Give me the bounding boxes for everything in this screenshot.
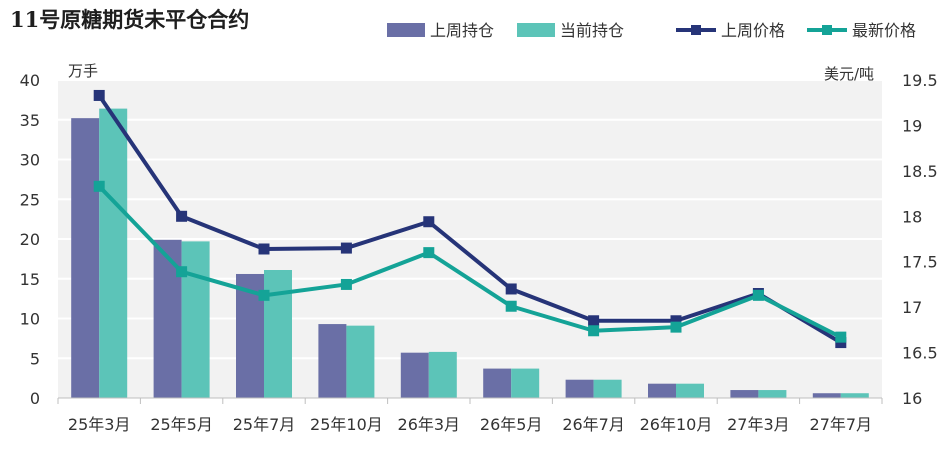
- right-axis-unit: 美元/吨: [824, 65, 874, 83]
- y-right-tick-label: 18.5: [902, 162, 938, 181]
- line-point: [752, 289, 764, 301]
- line-point: [505, 283, 517, 295]
- series-line: [97, 184, 843, 340]
- legend-marker: [691, 25, 701, 35]
- bar: [346, 325, 375, 398]
- legend-label: 最新价格: [852, 21, 916, 40]
- line-point: [258, 289, 270, 301]
- line-point: [505, 300, 517, 312]
- x-tick-label: 25年5月: [150, 415, 213, 434]
- line-point: [423, 247, 435, 259]
- line-point: [93, 180, 105, 192]
- legend-swatch: [517, 23, 555, 37]
- bar: [153, 239, 182, 398]
- line-point: [835, 331, 847, 343]
- x-tick-label: 26年3月: [398, 415, 461, 434]
- bar: [593, 379, 622, 398]
- bar: [181, 241, 210, 398]
- bar: [730, 390, 759, 398]
- bar: [758, 390, 787, 398]
- x-tick-label: 26年5月: [480, 415, 543, 434]
- legend-label: 当前持仓: [560, 21, 624, 40]
- bar: [511, 368, 540, 398]
- bar: [318, 324, 347, 398]
- line-point: [258, 243, 270, 255]
- legend-marker: [822, 25, 832, 35]
- chart-title: 11号原糖期货未平仓合约: [10, 7, 249, 32]
- y-left-tick-label: 20: [20, 230, 40, 249]
- y-left-tick-label: 15: [20, 270, 40, 289]
- y-left-tick-label: 10: [20, 310, 40, 329]
- bar: [812, 393, 841, 398]
- bar: [428, 351, 457, 398]
- line-point: [588, 325, 600, 337]
- bar: [99, 108, 128, 399]
- x-tick-label: 26年10月: [640, 415, 713, 434]
- line-point: [340, 278, 352, 290]
- lines-layer: [93, 89, 847, 349]
- legend-label: 上周价格: [721, 21, 785, 40]
- bar: [676, 383, 704, 398]
- axes-layer: 0 5 10 15 20 25 30 35 40 16 16.5 17 17.5 18 18.5 19 19.5…: [20, 71, 938, 434]
- y-left-tick-label: 30: [20, 151, 40, 170]
- line-point: [423, 216, 435, 228]
- bar: [565, 379, 594, 398]
- line-point: [176, 266, 188, 278]
- bar: [648, 383, 676, 398]
- y-right-tick-label: 19: [902, 116, 922, 135]
- line-point: [176, 210, 188, 222]
- line-point: [588, 315, 600, 327]
- legend-label: 上周持仓: [430, 21, 494, 40]
- y-left-tick-label: 0: [30, 389, 40, 408]
- line-point: [670, 321, 682, 333]
- bars-layer: [71, 108, 869, 399]
- bar: [483, 368, 512, 398]
- x-tick-label: 27年7月: [810, 415, 873, 434]
- y-right-tick-label: 17.5: [902, 253, 938, 272]
- x-tick-label: 25年7月: [233, 415, 296, 434]
- y-left-tick-label: 40: [20, 71, 40, 90]
- left-axis-unit: 万手: [68, 62, 98, 80]
- y-right-tick-label: 18: [902, 207, 922, 226]
- line-point: [340, 242, 352, 254]
- bar: [264, 270, 292, 398]
- y-left-tick-label: 5: [30, 349, 40, 368]
- line-point: [93, 89, 105, 101]
- y-left-tick-label: 25: [20, 190, 40, 209]
- bar: [400, 352, 429, 398]
- y-right-tick-label: 17: [902, 298, 922, 317]
- y-right-tick-label: 16: [902, 389, 922, 408]
- legend: 上周持仓 当前持仓 上周价格 最新价格: [387, 21, 916, 40]
- legend-swatch: [387, 23, 425, 37]
- line-point: [670, 315, 682, 327]
- y-left-tick-label: 35: [20, 111, 40, 130]
- series-line: [97, 93, 843, 345]
- x-tick-label: 25年3月: [68, 415, 131, 434]
- bar: [840, 393, 869, 398]
- x-tick-label: 25年10月: [310, 415, 383, 434]
- y-right-tick-label: 19.5: [902, 71, 938, 90]
- bar: [71, 118, 100, 398]
- y-right-tick-label: 16.5: [902, 344, 938, 363]
- x-tick-label: 27年3月: [727, 415, 790, 434]
- x-tick-label: 26年7月: [562, 415, 625, 434]
